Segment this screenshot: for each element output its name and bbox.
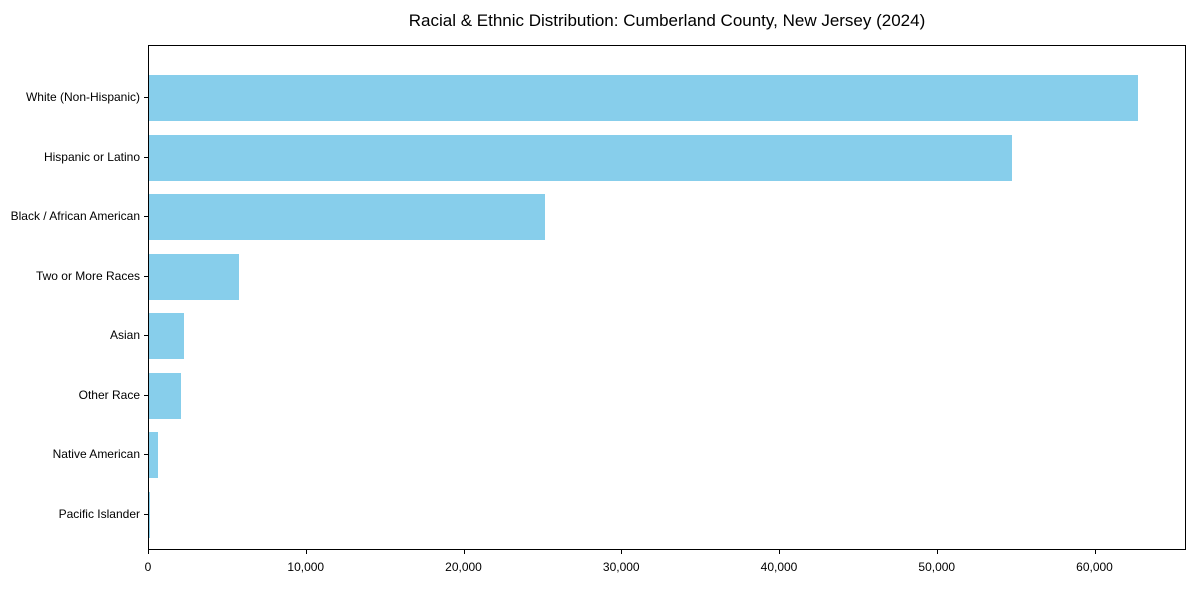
y-tick-label: Pacific Islander <box>58 506 140 521</box>
bar <box>149 491 150 538</box>
y-tick-label: Black / African American <box>10 209 140 223</box>
y-tick-mark <box>144 156 148 158</box>
y-tick-label: Native American <box>52 447 140 461</box>
bar <box>149 134 1012 181</box>
bar <box>149 432 159 478</box>
x-tick-mark <box>1094 550 1096 554</box>
x-tick-mark <box>936 550 938 554</box>
bar <box>149 194 545 240</box>
plot-area <box>148 45 1186 550</box>
y-tick-label: Two or More Races <box>35 268 140 283</box>
y-tick-label: Asian <box>109 328 140 342</box>
y-tick-label: Other Race <box>78 387 140 402</box>
y-tick-label: Hispanic or Latino <box>43 149 140 164</box>
bar <box>149 372 181 419</box>
bar <box>149 253 239 300</box>
y-tick-label: White (Non-Hispanic) <box>25 90 140 104</box>
y-tick-mark <box>144 216 148 217</box>
y-tick-mark <box>144 513 148 515</box>
x-tick-label: 60,000 <box>1076 560 1113 574</box>
y-tick-mark <box>144 97 148 98</box>
chart-title: Racial & Ethnic Distribution: Cumberland… <box>408 11 926 30</box>
x-tick-mark <box>148 550 149 554</box>
x-tick-mark <box>305 550 307 554</box>
x-tick-mark <box>463 550 465 554</box>
bar <box>149 313 184 359</box>
x-tick-label: 30,000 <box>602 560 640 574</box>
x-tick-label: 50,000 <box>918 560 956 574</box>
x-tick-mark <box>779 550 780 554</box>
bar <box>149 75 1139 121</box>
y-tick-mark <box>144 335 148 336</box>
x-tick-mark <box>621 550 623 554</box>
x-tick-label: 0 <box>144 560 152 574</box>
x-tick-label: 40,000 <box>760 560 798 574</box>
y-tick-mark <box>144 454 148 455</box>
x-tick-label: 10,000 <box>287 560 325 574</box>
y-tick-mark <box>144 394 148 396</box>
x-tick-label: 20,000 <box>445 560 482 574</box>
y-tick-mark <box>144 275 148 277</box>
